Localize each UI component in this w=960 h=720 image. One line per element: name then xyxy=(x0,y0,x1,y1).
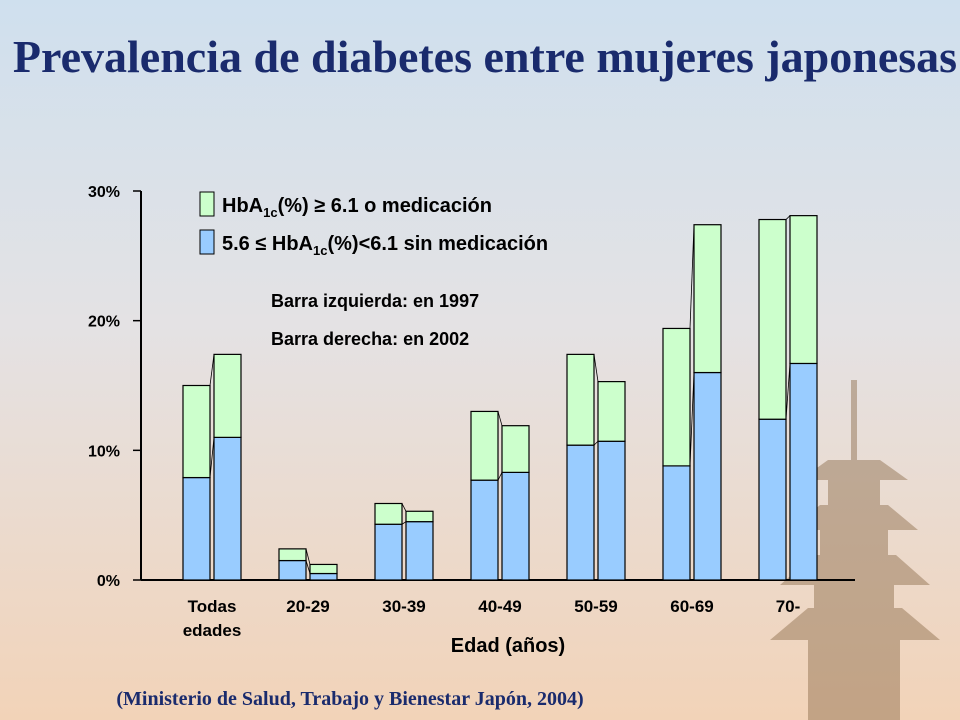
connector xyxy=(593,440,599,446)
bar-segment xyxy=(758,218,787,420)
y-tick-label: 20% xyxy=(88,314,120,331)
bar-segment xyxy=(566,444,595,581)
bar-segment xyxy=(213,436,242,581)
legend-swatch xyxy=(199,229,215,255)
bar-segment xyxy=(662,327,691,467)
pagoda xyxy=(770,380,940,720)
source: (Ministerio de Salud, Trabajo y Bienesta… xyxy=(116,688,583,710)
legend-label: HbA1c(%) ≥ 6.1 o medicación xyxy=(222,195,492,220)
bar-segment xyxy=(758,418,787,581)
bar-segment xyxy=(374,523,403,581)
connector xyxy=(401,503,407,512)
y-tick-label: 30% xyxy=(88,184,120,201)
bar-segment xyxy=(693,371,722,581)
x-tick-label: 20-29 xyxy=(286,597,330,616)
bar-segment xyxy=(597,381,626,442)
connector xyxy=(305,560,311,574)
bar-segment xyxy=(182,384,211,479)
bar-segment xyxy=(566,353,595,446)
bar-segment xyxy=(405,510,434,523)
x-tick-label: 40-49 xyxy=(478,597,522,616)
bar-segment xyxy=(470,410,499,481)
connector xyxy=(209,437,215,478)
bar-segment xyxy=(278,548,307,562)
x-axis-title: Edad (años) xyxy=(451,635,565,657)
connector xyxy=(785,363,791,420)
connector xyxy=(689,224,695,329)
annotation: Barra derecha: en 2002 xyxy=(271,329,469,349)
bar-segment xyxy=(501,425,530,473)
x-tick-label: Todas edades xyxy=(182,597,242,640)
bar-segment xyxy=(213,353,242,438)
x-tick-label: 50-59 xyxy=(574,597,618,616)
connector xyxy=(497,411,503,426)
connector xyxy=(497,472,503,481)
connector xyxy=(401,521,407,525)
connector xyxy=(305,548,311,565)
bar-segment xyxy=(662,465,691,581)
connector xyxy=(689,372,695,466)
x-tick-label: 70- xyxy=(775,597,801,616)
bar-segment xyxy=(501,471,530,581)
bar-segment xyxy=(597,440,626,581)
legend-swatch xyxy=(199,191,215,217)
legend-label: 5.6 ≤ HbA1c(%)<6.1 sin medicación xyxy=(222,233,548,258)
chart-title: Prevalencia de diabetes entre mujeres ja… xyxy=(13,31,957,82)
x-tick-label: 30-39 xyxy=(382,597,426,616)
bar-segment xyxy=(470,479,499,581)
bar-segment xyxy=(278,559,307,581)
x-tick-label: 60-69 xyxy=(670,597,714,616)
connector xyxy=(209,354,215,386)
bar-segment xyxy=(405,521,434,581)
connector xyxy=(785,215,791,220)
annotation: Barra izquierda: en 1997 xyxy=(271,291,479,311)
bar-segment xyxy=(182,476,211,581)
bar-segment xyxy=(789,362,818,581)
bar-segment xyxy=(789,215,818,365)
y-tick-label: 10% xyxy=(88,443,120,460)
connector xyxy=(593,354,599,382)
bar-segment xyxy=(693,224,722,374)
bar-segment xyxy=(374,502,403,525)
bar-segment xyxy=(309,572,338,581)
bar-segment xyxy=(309,563,338,575)
y-tick-label: 0% xyxy=(97,573,120,590)
